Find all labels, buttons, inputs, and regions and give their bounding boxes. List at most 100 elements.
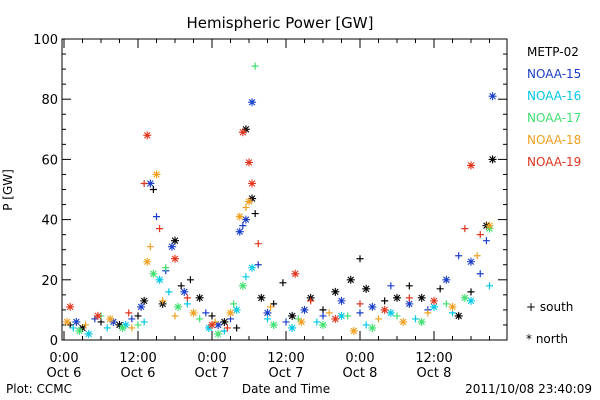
south-point-noaa-18	[424, 309, 432, 317]
north-point-noaa-16	[386, 308, 395, 317]
north-point-noaa-17	[417, 317, 426, 326]
south-point-noaa-15	[482, 237, 490, 245]
y-tick-label: 0	[50, 334, 58, 349]
x-tick-date-label: Oct 7	[269, 366, 304, 381]
north-point-metp-02	[362, 284, 371, 293]
south-point-noaa-16	[242, 273, 250, 281]
south-point-noaa-17	[344, 312, 352, 320]
south-point-noaa-15	[91, 315, 99, 323]
north-point-noaa-17	[460, 293, 469, 302]
south-point-noaa-19	[356, 300, 364, 308]
north-point-noaa-19	[248, 179, 257, 188]
north-point-noaa-15	[180, 287, 189, 296]
legend: METP-02 NOAA-15 NOAA-16 NOAA-17 NOAA-18 NOAA-…	[527, 45, 581, 169]
south-point-noaa-16	[264, 315, 271, 323]
north-point-noaa-15	[248, 98, 257, 107]
north-point-metp-02	[417, 293, 426, 302]
north-point-metp-02	[220, 317, 229, 326]
north-point-noaa-18	[245, 197, 253, 206]
north-point-noaa-16	[121, 320, 130, 329]
north-point-noaa-16	[467, 296, 475, 305]
south-point-noaa-16	[486, 282, 493, 290]
north-point-noaa-18	[235, 212, 244, 221]
x-tick-date-label: Oct 7	[195, 366, 230, 381]
south-point-metp-02	[233, 324, 241, 332]
plot-frame	[61, 38, 508, 341]
south-point-noaa-18	[375, 315, 382, 323]
south-point-noaa-17	[162, 264, 170, 272]
north-point-noaa-19	[467, 161, 475, 170]
north-point-noaa-16	[155, 275, 164, 284]
north-point-noaa-18	[485, 221, 494, 230]
x-tick-time-label: 0:00	[197, 351, 226, 366]
south-point-noaa-15	[153, 213, 160, 221]
north-point-noaa-15	[137, 302, 146, 311]
north-point-noaa-18	[152, 170, 161, 179]
north-point-metp-02	[78, 323, 87, 332]
north-point-noaa-18	[297, 317, 306, 326]
north-point-noaa-18	[349, 326, 358, 335]
north-point-noaa-15	[467, 257, 475, 266]
south-point-noaa-19	[307, 297, 315, 305]
north-point-noaa-18	[106, 314, 115, 323]
legend-entry-noaa-18: NOAA-18	[527, 133, 581, 147]
south-point-metp-02	[208, 312, 216, 320]
south-point-noaa-17	[134, 321, 142, 329]
y-tick-label: 60	[41, 153, 58, 168]
south-point-noaa-15	[202, 309, 210, 317]
north-point-noaa-15	[405, 299, 414, 308]
north-point-noaa-15	[488, 92, 497, 101]
south-point-noaa-19	[254, 240, 262, 248]
north-point-noaa-15	[241, 215, 250, 224]
south-point-noaa-15	[319, 312, 327, 320]
north-point-noaa-19	[66, 302, 75, 311]
north-point-metp-02	[171, 236, 179, 245]
south-point-noaa-17	[393, 312, 401, 320]
south-point-noaa-18	[82, 321, 90, 329]
data-points	[63, 62, 497, 338]
south-point-noaa-19	[405, 294, 413, 302]
y-axis-label: P [GW]	[1, 169, 15, 211]
north-point-metp-02	[393, 293, 401, 302]
south-point-noaa-16	[69, 324, 77, 332]
south-point-noaa-19	[461, 225, 469, 233]
south-point-noaa-18	[146, 243, 154, 251]
y-axis: 0 20 40 60 80 100	[33, 33, 507, 349]
south-point-metp-02	[270, 300, 278, 308]
x-tick-date-label: Oct 8	[343, 366, 378, 381]
south-point-noaa-15	[356, 309, 364, 317]
south-point-metp-02	[381, 297, 389, 305]
south-point-noaa-16	[165, 288, 173, 296]
south-point-noaa-19	[125, 309, 133, 317]
x-tick-time-label: 12:00	[415, 351, 452, 366]
north-point-metp-02	[331, 287, 340, 296]
south-point-metp-02	[149, 186, 157, 193]
south-point-noaa-15	[254, 261, 262, 269]
south-point-noaa-19	[183, 294, 191, 302]
north-point-noaa-16	[204, 323, 213, 332]
y-tick-label: 80	[41, 93, 58, 108]
south-point-noaa-18	[171, 312, 179, 320]
north-point-noaa-18	[399, 317, 408, 326]
south-point-metp-02	[186, 276, 194, 284]
north-point-metp-02	[241, 125, 250, 134]
north-point-noaa-18	[189, 308, 198, 317]
north-point-noaa-15	[235, 227, 244, 236]
legend-south: + south	[526, 300, 573, 314]
legend-entry-noaa-19: NOAA-19	[527, 155, 581, 169]
y-tick-label: 20	[41, 274, 58, 289]
north-point-noaa-16	[430, 302, 438, 311]
x-axis-label: Date and Time	[242, 382, 330, 396]
south-point-noaa-16	[220, 327, 228, 335]
south-point-noaa-18	[159, 297, 167, 305]
south-point-metp-02	[97, 318, 105, 326]
north-point-noaa-17	[269, 320, 278, 329]
north-point-noaa-17	[214, 329, 223, 338]
north-point-noaa-19	[430, 296, 438, 305]
south-point-noaa-15	[476, 270, 484, 278]
south-point-noaa-18	[267, 303, 275, 311]
south-point-metp-02	[436, 285, 444, 293]
north-point-noaa-15	[146, 179, 155, 188]
north-point-noaa-18	[448, 302, 457, 311]
south-point-noaa-19	[156, 225, 164, 233]
